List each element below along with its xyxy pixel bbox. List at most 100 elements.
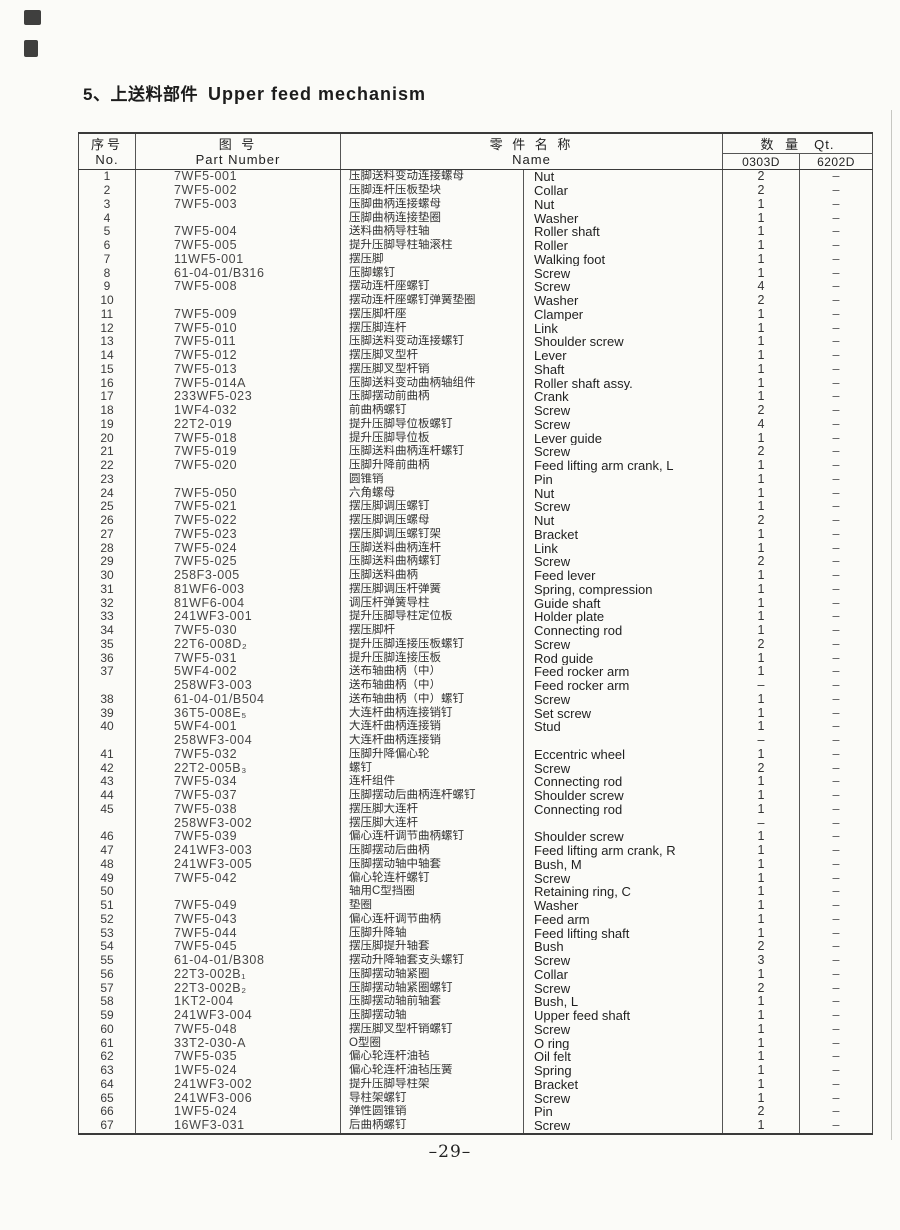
- cell-q1: 2: [722, 555, 800, 569]
- table-row: 13 7WF5-011 压脚送料变动连接螺钉 Shoulder screw 1 –: [78, 335, 873, 349]
- cell-cn: 摆压脚调压螺钉: [340, 500, 524, 514]
- cell-part: 7WF5-010: [135, 321, 341, 335]
- cell-cn: 偏心轮连杆油毡: [340, 1050, 524, 1064]
- cell-q1: 1: [722, 335, 800, 349]
- cell-q1: 2: [722, 637, 800, 652]
- cell-q1: 1: [722, 1022, 800, 1037]
- cell-cn: 摆压脚大连杆: [340, 816, 524, 830]
- cell-cn: 压脚摆动轴紧圈螺钉: [340, 981, 524, 995]
- cell-q1: –: [722, 816, 800, 830]
- cell-no: 41: [78, 747, 136, 762]
- cell-q2: –: [832, 362, 840, 376]
- cell-q1: 1: [722, 307, 800, 322]
- cell-en: O ring: [523, 1036, 723, 1050]
- cell-cn: 导柱架螺钉: [340, 1091, 524, 1105]
- cell-q2: –: [832, 1036, 840, 1050]
- header-qty-en: Qt.: [814, 137, 835, 152]
- cell-q2: –: [832, 857, 840, 871]
- cell-q1: 2: [722, 981, 800, 995]
- cell-part: 7WF5-039: [135, 830, 341, 844]
- cell-q2: –: [832, 802, 840, 816]
- cell-q1: 1: [722, 1050, 800, 1064]
- cell-q2: –: [832, 761, 840, 775]
- cell-en: Screw: [523, 280, 723, 294]
- cell-cn: 摆压脚叉型杆销螺钉: [340, 1022, 524, 1037]
- cell-q1: 1: [722, 651, 800, 665]
- cell-q2: –: [832, 898, 840, 913]
- table-row: 36 7WF5-031 提升压脚连接压板 Rod guide 1 –: [78, 651, 873, 665]
- cell-q1: 2: [722, 293, 800, 308]
- cell-cn: 圆锥销: [340, 472, 524, 487]
- cell-no: 47: [78, 843, 136, 858]
- cell-q1: 1: [722, 197, 800, 212]
- cell-part: [135, 885, 341, 899]
- cell-en: Nut: [523, 486, 723, 500]
- cell-q1: 4: [722, 417, 800, 432]
- table-row: 6 7WF5-005 提升压脚导柱轴滚柱 Roller 1 –: [78, 238, 873, 253]
- cell-q2: –: [832, 651, 840, 665]
- cell-en: Feed lifting arm crank, L: [523, 458, 723, 473]
- cell-cn: 摆压脚连杆: [340, 321, 524, 335]
- cell-q2: –: [832, 596, 840, 610]
- cell-cn: 压脚曲柄连接垫圈: [340, 211, 524, 225]
- cell-part: 7WF5-019: [135, 445, 341, 459]
- table-row: 37 5WF4-002 送布轴曲柄（中） Feed rocker arm 1 –: [78, 665, 873, 679]
- table-row: 64 241WF3-002 提升压脚导柱架 Bracket 1 –: [78, 1077, 873, 1092]
- cell-no: 50: [78, 885, 136, 899]
- cell-en: Retaining ring, C: [523, 885, 723, 899]
- cell-en: Pin: [523, 1105, 723, 1119]
- cell-no: 22: [78, 458, 136, 473]
- cell-cn: 垫圈: [340, 898, 524, 913]
- cell-q1: 1: [722, 967, 800, 982]
- cell-cn: 提升压脚导柱定位板: [340, 610, 524, 624]
- cell-q2: –: [832, 486, 840, 500]
- cell-part: 7WF5-037: [135, 788, 341, 803]
- cell-en: Screw: [523, 692, 723, 707]
- cell-q1: 1: [722, 596, 800, 610]
- cell-q1: 1: [722, 500, 800, 514]
- cell-q1: 1: [722, 1036, 800, 1050]
- cell-part: 7WF5-031: [135, 651, 341, 665]
- cell-q2: –: [832, 1091, 840, 1105]
- cell-part: 7WF5-001: [135, 169, 341, 184]
- cell-part: 11WF5-001: [135, 252, 341, 267]
- cell-no: 16: [78, 376, 136, 390]
- cell-q1: 1: [722, 1063, 800, 1078]
- table-row: 1 7WF5-001 压脚送料变动连接螺母 Nut 2 –: [78, 169, 873, 184]
- cell-en: Stud: [523, 720, 723, 734]
- cell-q1: 1: [722, 541, 800, 555]
- cell-no: 67: [78, 1118, 136, 1134]
- cell-q1: 1: [722, 775, 800, 789]
- cell-no: 28: [78, 541, 136, 555]
- cell-cn: 提升压脚导柱架: [340, 1077, 524, 1092]
- cell-part: 7WF5-018: [135, 431, 341, 445]
- cell-no: 31: [78, 582, 136, 597]
- cell-part: 241WF3-005: [135, 857, 341, 872]
- cell-cn: 压脚送料曲柄连杆: [340, 541, 524, 555]
- cell-part: 7WF5-022: [135, 513, 341, 528]
- table-row: 10 摆动连杆座螺钉弹簧垫圈 Washer 2 –: [78, 293, 873, 308]
- cell-q2: –: [832, 981, 840, 995]
- cell-part: 16WF3-031: [135, 1118, 341, 1134]
- cell-no: 18: [78, 403, 136, 418]
- cell-part: 22T3-002B₂: [135, 981, 341, 995]
- cell-q2: –: [832, 169, 840, 184]
- cell-q1: –: [722, 733, 800, 748]
- table-row: 21 7WF5-019 压脚送料曲柄连杆螺钉 Screw 2 –: [78, 445, 873, 459]
- page-title-english: Upper feed mechanism: [207, 84, 427, 104]
- table-row: 53 7WF5-044 压脚升降轴 Feed lifting shaft 1 –: [78, 926, 873, 940]
- table-row: 51 7WF5-049 垫圈 Washer 1 –: [78, 898, 873, 913]
- cell-q2: –: [832, 307, 840, 321]
- cell-part: 7WF5-035: [135, 1050, 341, 1064]
- cell-q2: –: [832, 403, 840, 418]
- cell-no: [78, 678, 136, 693]
- cell-no: 8: [78, 266, 136, 280]
- table-row: 62 7WF5-035 偏心轮连杆油毡 Oil felt 1 –: [78, 1050, 873, 1064]
- cell-part: 5WF4-001: [135, 720, 341, 734]
- cell-part: 241WF3-004: [135, 1008, 341, 1023]
- cell-en: Spring, compression: [523, 582, 723, 597]
- cell-cn: 摆动连杆座螺钉弹簧垫圈: [340, 293, 524, 308]
- header-model-6202d: 6202D: [799, 153, 873, 170]
- table-row: 258WF3-004 大连杆曲柄连接销 – –: [78, 733, 873, 748]
- cell-cn: 压脚升降偏心轮: [340, 747, 524, 762]
